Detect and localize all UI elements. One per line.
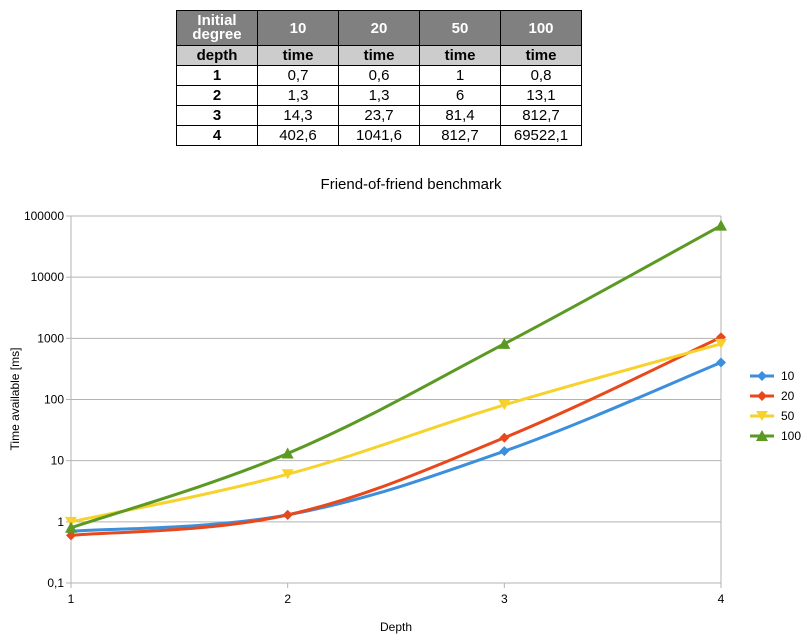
y-tick-label: 10000 [31, 270, 65, 284]
x-axis-label: Depth [380, 620, 412, 634]
data-point-50 [715, 338, 727, 349]
table-header-cell: Initial degree [176, 10, 258, 46]
x-tick-label: 2 [284, 592, 291, 606]
legend-label: 100 [781, 429, 801, 443]
data-point-20 [282, 509, 293, 520]
table-header-cell: 100 [500, 10, 582, 46]
series-line-20 [70, 335, 722, 537]
legend-marker [757, 391, 767, 401]
y-tick-label: 0,1 [47, 576, 64, 590]
table-row: 1 0,7 0,6 1 0,8 [176, 65, 582, 86]
legend-marker [756, 411, 768, 421]
legend-label: 20 [781, 389, 795, 403]
benchmark-table: Initial degree 10 20 50 100 depth time t… [176, 10, 582, 146]
y-tick-label: 1 [57, 515, 64, 529]
table-header-row: Initial degree 10 20 50 100 [176, 10, 582, 46]
table-subheader-cell: time [338, 45, 420, 66]
table-subheader-cell: depth [176, 45, 258, 66]
data-point-10 [716, 357, 726, 368]
y-tick-label: 100 [44, 393, 64, 407]
table-header-cell: 20 [338, 10, 420, 46]
x-tick-label: 3 [501, 592, 508, 606]
y-tick-label: 10 [51, 454, 65, 468]
table-header-cell: 50 [419, 10, 501, 46]
table-subheader-cell: time [257, 45, 339, 66]
series-line-100 [70, 224, 722, 530]
legend-marker [756, 430, 768, 441]
y-tick-label: 1000 [37, 331, 64, 345]
data-point-20 [499, 432, 510, 443]
series-line-50 [70, 342, 722, 524]
table-header-cell: 10 [257, 10, 339, 46]
data-point-50 [281, 469, 294, 480]
y-axis-label: Time available [ms] [8, 348, 22, 451]
chart-title: Friend-of-friend benchmark [321, 176, 502, 193]
table-cell: 1041,6 [338, 125, 420, 146]
y-tick-label: 100000 [24, 209, 64, 223]
table-cell: 1,3 [338, 85, 420, 106]
legend-label: 10 [781, 369, 795, 383]
table-cell: 402,6 [257, 125, 339, 146]
data-point-20 [66, 530, 76, 541]
data-point-100 [65, 521, 77, 533]
data-point-100 [281, 447, 294, 459]
series-line-10 [70, 361, 722, 533]
legend-label: 50 [781, 409, 795, 423]
table-cell: 812,7 [419, 125, 501, 146]
x-tick-label: 1 [68, 592, 75, 606]
table-cell: 0,8 [500, 65, 582, 86]
data-point-50 [498, 399, 511, 410]
legend-marker [757, 371, 767, 381]
data-point-10 [499, 446, 510, 457]
data-point-100 [715, 219, 727, 231]
table-cell: 69522,1 [500, 125, 582, 146]
table-row: 4 402,6 1041,6 812,7 69522,1 [176, 125, 582, 146]
x-tick-label: 4 [718, 592, 725, 606]
data-point-100 [498, 337, 511, 349]
table-cell: 0,6 [338, 65, 420, 86]
